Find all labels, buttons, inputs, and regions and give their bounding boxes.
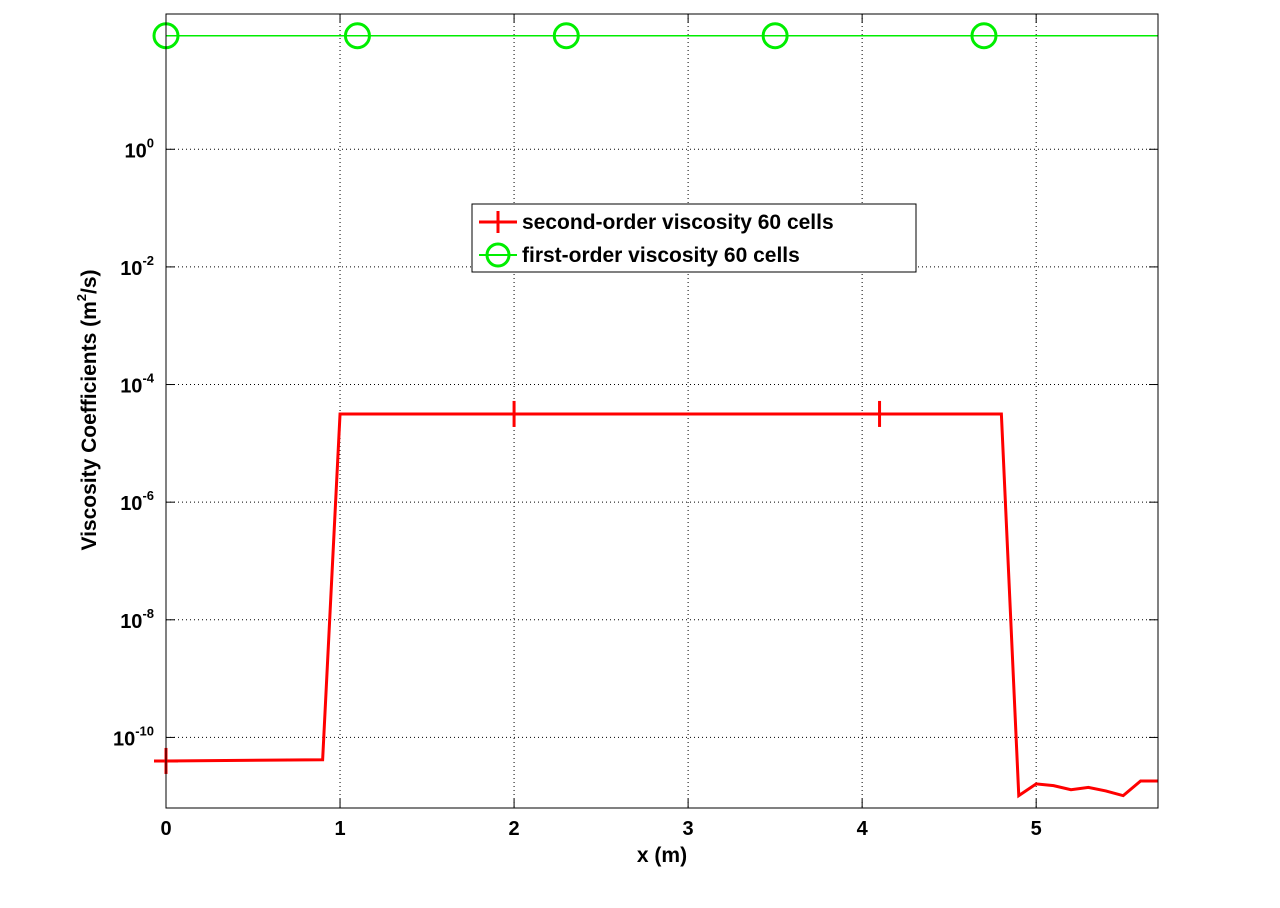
grid-lines bbox=[166, 14, 1158, 808]
circle-marker bbox=[343, 22, 371, 50]
y-tick-exponent: 0 bbox=[147, 135, 154, 150]
y-tick-exponent: -4 bbox=[142, 371, 154, 386]
y-tick-exponent: -2 bbox=[142, 253, 154, 268]
x-tick-label: 5 bbox=[1031, 818, 1042, 840]
y-axis-label-sup: 2 bbox=[74, 294, 89, 301]
y-tick-label: 10-10 bbox=[113, 723, 154, 750]
y-axis-label-main: Viscosity Coefficients (m bbox=[78, 301, 101, 550]
y-tick-base: 10 bbox=[113, 728, 135, 750]
y-tick-base: 10 bbox=[120, 376, 142, 398]
x-tick-label: 0 bbox=[160, 818, 171, 840]
y-tick-base: 10 bbox=[120, 611, 142, 633]
x-axis-label: x (m) bbox=[637, 844, 687, 867]
y-tick-exponent: -10 bbox=[135, 723, 154, 738]
x-tick-label: 1 bbox=[334, 818, 345, 840]
y-tick-label: 10-4 bbox=[120, 371, 155, 398]
legend-entry-second-order: second-order viscosity 60 cells bbox=[479, 211, 834, 234]
series-layer bbox=[152, 22, 1158, 799]
legend-label-second-order: second-order viscosity 60 cells bbox=[522, 211, 834, 234]
y-tick-base: 10 bbox=[125, 140, 147, 162]
y-tick-base: 10 bbox=[120, 493, 142, 515]
y-tick-exponent: -6 bbox=[142, 488, 154, 503]
x-tick-label: 3 bbox=[683, 818, 694, 840]
y-axis-label-suffix: /s) bbox=[78, 269, 101, 294]
x-tick-label: 4 bbox=[857, 818, 869, 840]
circle-marker bbox=[552, 22, 580, 50]
legend: second-order viscosity 60 cells first-or… bbox=[471, 203, 917, 273]
series-line-second-order bbox=[165, 412, 1158, 799]
legend-circle-marker bbox=[485, 242, 511, 268]
y-tick-label: 10-2 bbox=[120, 253, 154, 280]
y-tick-label: 10-8 bbox=[120, 606, 154, 633]
legend-box bbox=[471, 203, 917, 273]
y-axis-label: Viscosity Coefficients (m2/s) bbox=[74, 269, 101, 550]
y-tick-label: 10-6 bbox=[120, 488, 154, 515]
y-tick-exponent: -8 bbox=[142, 606, 154, 621]
y-tick-label: 100 bbox=[125, 135, 154, 162]
y-tick-base: 10 bbox=[120, 258, 142, 280]
plot-frame bbox=[165, 13, 1159, 809]
legend-label-first-order: first-order viscosity 60 cells bbox=[522, 244, 800, 267]
circle-marker bbox=[761, 22, 789, 50]
circle-marker bbox=[970, 22, 998, 50]
legend-entry-first-order: first-order viscosity 60 cells bbox=[479, 242, 800, 268]
x-tick-label: 2 bbox=[509, 818, 520, 840]
